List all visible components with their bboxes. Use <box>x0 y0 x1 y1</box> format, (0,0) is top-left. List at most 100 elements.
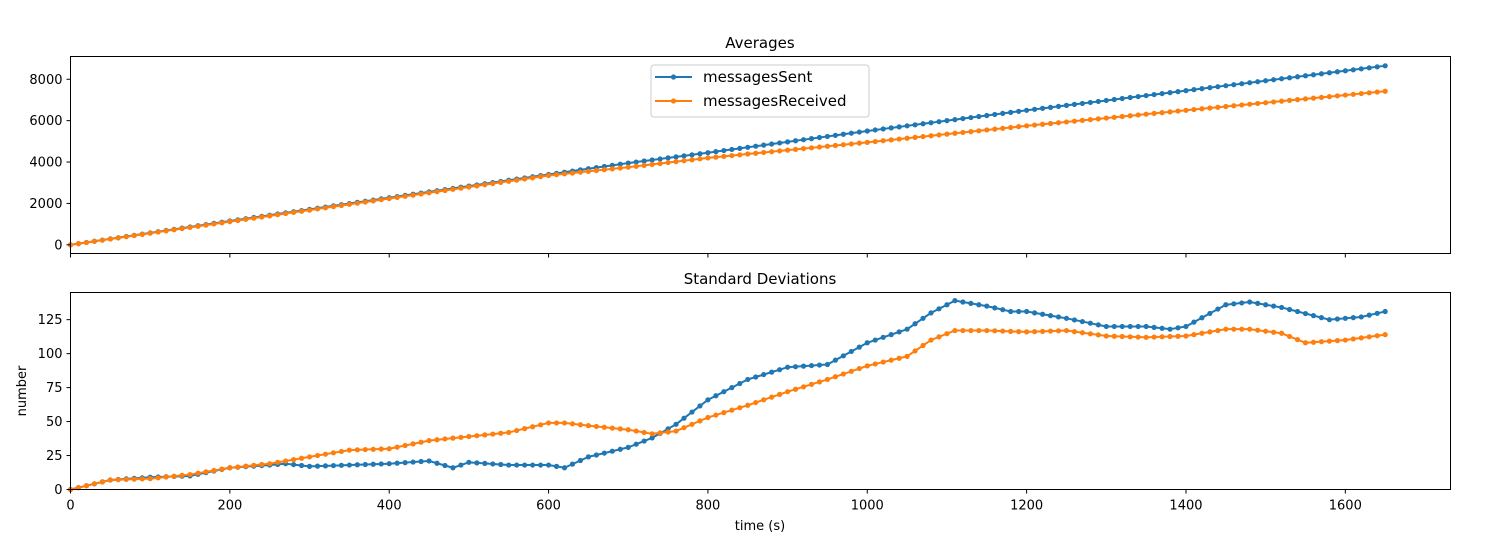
data-point-messagesReceived <box>561 420 568 426</box>
data-point-messagesSent <box>1183 88 1189 94</box>
data-point-messagesSent <box>617 446 623 452</box>
data-point-messagesSent <box>585 454 592 460</box>
data-point-messagesReceived <box>259 461 265 468</box>
ticks-group: 0 2000 4000 6000 8000 <box>29 73 1346 258</box>
data-point-messagesSent <box>1350 67 1356 73</box>
data-point-messagesReceived <box>75 241 82 247</box>
data-point-messagesReceived <box>1255 100 1261 107</box>
data-point-messagesReceived <box>713 154 719 160</box>
data-point-messagesReceived <box>530 424 536 430</box>
data-point-messagesReceived <box>195 223 201 229</box>
data-point-messagesSent <box>402 460 408 466</box>
data-point-messagesReceived <box>1016 124 1022 130</box>
data-point-messagesSent <box>1223 83 1229 89</box>
data-point-messagesSent <box>984 303 990 309</box>
data-point-messagesReceived <box>1127 113 1133 119</box>
data-point-messagesReceived <box>1278 330 1285 336</box>
standard-deviations-chart: Standard Deviations 0 200 400 600 800 1000 120… <box>15 270 1451 534</box>
data-point-messagesReceived <box>1063 119 1070 125</box>
data-point-messagesSent <box>1183 323 1189 330</box>
data-point-messagesReceived <box>784 147 791 153</box>
data-point-messagesReceived <box>267 461 273 467</box>
data-point-messagesSent <box>1247 80 1253 86</box>
data-point-messagesReceived <box>832 374 839 380</box>
data-point-messagesSent <box>1294 308 1301 315</box>
data-point-messagesReceived <box>729 152 735 159</box>
data-point-messagesReceived <box>330 204 337 210</box>
data-point-messagesReceived <box>155 475 161 481</box>
series-group <box>67 298 1388 493</box>
x-tick-label: 600 <box>536 499 561 514</box>
data-point-messagesReceived <box>1342 92 1348 98</box>
series-line-messagesSent <box>70 299 1386 491</box>
data-point-messagesReceived <box>219 466 225 472</box>
data-point-messagesSent <box>936 119 942 125</box>
data-point-messagesReceived <box>155 229 161 235</box>
data-point-messagesReceived <box>1055 328 1062 334</box>
y-tick-label: 50 <box>46 415 63 430</box>
data-point-messagesSent <box>354 462 360 468</box>
data-point-messagesReceived <box>434 189 440 195</box>
data-point-messagesReceived <box>179 472 185 478</box>
x-tick-label: 1200 <box>1010 499 1043 514</box>
data-point-messagesReceived <box>1239 102 1245 108</box>
data-point-messagesReceived <box>1143 334 1149 340</box>
ticks-group: 0 200 400 600 800 1000 1200 1400 1600 0 25 50 75 100 1… <box>38 313 1362 513</box>
data-point-messagesSent <box>968 114 974 121</box>
data-point-messagesReceived <box>1358 90 1364 97</box>
data-point-messagesSent <box>1239 300 1245 306</box>
data-point-messagesReceived <box>115 477 121 483</box>
data-point-messagesSent <box>338 462 344 468</box>
data-point-messagesReceived <box>75 485 82 491</box>
data-point-messagesSent <box>649 435 655 441</box>
data-point-messagesSent <box>1135 93 1141 100</box>
data-point-messagesReceived <box>1127 334 1133 340</box>
data-point-messagesSent <box>784 139 791 145</box>
data-point-messagesSent <box>952 298 958 304</box>
data-point-messagesReceived <box>800 384 807 390</box>
data-point-messagesSent <box>609 448 615 454</box>
data-point-messagesReceived <box>625 164 631 170</box>
data-point-messagesReceived <box>673 159 679 165</box>
data-point-messagesSent <box>824 133 831 140</box>
data-point-messagesReceived <box>290 209 297 215</box>
data-point-messagesSent <box>1055 314 1062 320</box>
data-point-messagesReceived <box>243 463 249 469</box>
averages-chart: Averages 0 2000 4000 6000 8000 messagesSent … <box>29 34 1451 258</box>
data-point-messagesSent <box>673 154 679 160</box>
data-point-messagesReceived <box>593 167 599 174</box>
data-point-messagesSent <box>904 326 910 332</box>
data-point-messagesReceived <box>888 137 894 143</box>
data-point-messagesSent <box>792 364 799 370</box>
data-point-messagesSent <box>1366 65 1372 71</box>
data-point-messagesReceived <box>609 425 615 431</box>
data-point-messagesReceived <box>665 429 671 435</box>
data-point-messagesReceived <box>442 187 448 194</box>
data-point-messagesSent <box>992 111 998 118</box>
data-point-messagesReceived <box>498 179 504 186</box>
data-point-messagesSent <box>1039 311 1046 317</box>
data-point-messagesReceived <box>928 133 934 139</box>
data-point-messagesReceived <box>1039 328 1046 334</box>
data-point-messagesReceived <box>1111 333 1117 339</box>
data-point-messagesReceived <box>1207 329 1213 335</box>
data-point-messagesSent <box>1119 95 1125 102</box>
data-point-messagesReceived <box>577 169 584 175</box>
data-point-messagesReceived <box>378 197 384 203</box>
data-point-messagesReceived <box>362 199 368 205</box>
y-tick-label: 75 <box>46 381 63 396</box>
data-point-messagesSent <box>920 121 926 127</box>
data-point-messagesSent <box>1199 315 1205 321</box>
data-point-messagesSent <box>1271 77 1277 83</box>
data-point-messagesSent <box>1342 315 1348 321</box>
data-point-messagesSent <box>753 143 759 149</box>
data-point-messagesReceived <box>450 186 456 192</box>
data-point-messagesReceived <box>1135 112 1141 118</box>
data-point-messagesReceived <box>824 143 831 149</box>
data-point-messagesSent <box>1175 89 1181 95</box>
data-point-messagesReceived <box>992 328 998 334</box>
data-point-messagesSent <box>848 130 854 136</box>
data-point-messagesSent <box>1071 101 1078 107</box>
data-point-messagesSent <box>1127 323 1133 330</box>
data-point-messagesSent <box>362 461 368 468</box>
